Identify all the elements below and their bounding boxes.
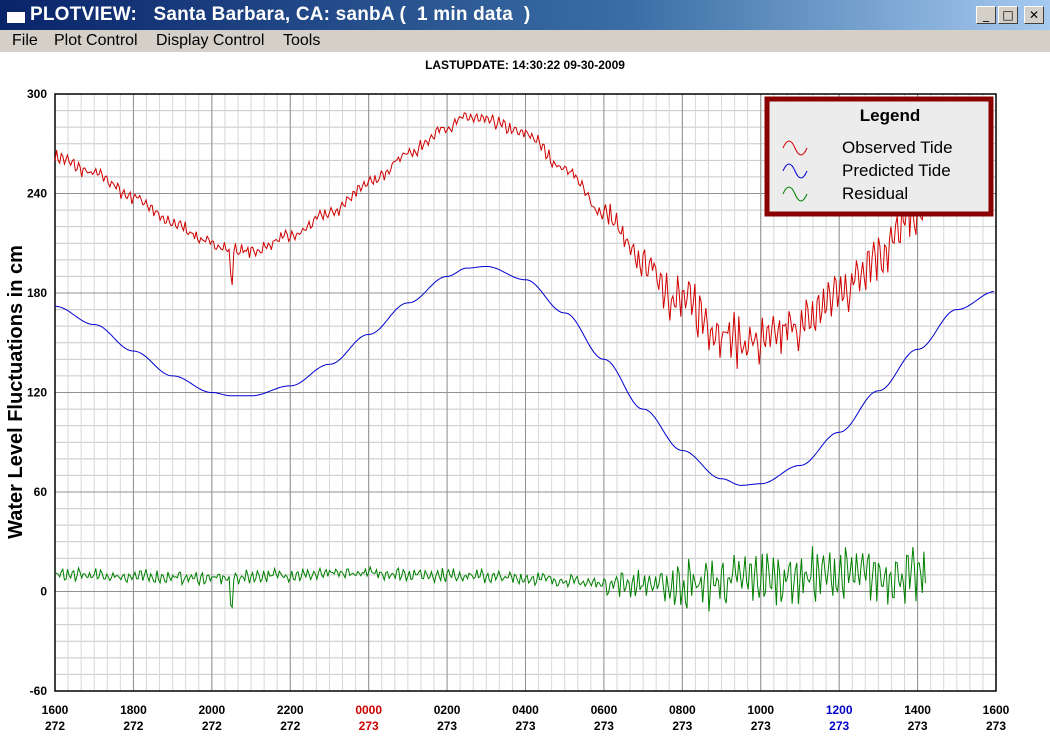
legend-entry-residual: Residual <box>842 184 908 203</box>
x-tick-day: 273 <box>672 719 692 733</box>
y-tick-label: 300 <box>27 87 47 101</box>
x-tick-day: 272 <box>45 719 65 733</box>
x-tick-day: 273 <box>908 719 928 733</box>
x-tick-time: 0000 <box>355 703 382 717</box>
plot-frame <box>54 93 997 692</box>
x-tick-time: 0200 <box>434 703 461 717</box>
last-update-label: LASTUPDATE: 14:30:22 09-30-2009 <box>425 58 625 72</box>
x-tick-time: 2000 <box>198 703 225 717</box>
x-tick-time: 1000 <box>747 703 774 717</box>
x-tick-day: 273 <box>829 719 849 733</box>
x-tick-day: 273 <box>515 719 535 733</box>
y-tick-label: -60 <box>30 684 48 698</box>
x-tick-time: 2200 <box>277 703 304 717</box>
chart-series <box>54 112 995 612</box>
x-tick-day: 272 <box>202 719 222 733</box>
x-tick-day: 272 <box>123 719 143 733</box>
legend-entry-predicted: Predicted Tide <box>842 161 951 180</box>
series-line-residual <box>54 546 926 612</box>
app-window-icon[interactable] <box>6 7 26 24</box>
y-tick-label: 180 <box>27 286 47 300</box>
legend-swatch-predicted <box>782 163 808 179</box>
menu-plot-control[interactable]: Plot Control <box>54 32 138 49</box>
window-title: PLOTVIEW: Santa Barbara, CA: sanbA ( 1 m… <box>30 4 531 25</box>
series-line-predicted-tide <box>54 266 995 486</box>
x-tick-time: 0600 <box>591 703 618 717</box>
x-axis-tick-labels: 1600 272 1800 272 2000 272 2200 272 0000 273 0200 2… <box>42 703 1010 733</box>
maximize-button[interactable]: □ <box>998 6 1018 24</box>
x-tick-time: 0400 <box>512 703 539 717</box>
legend[interactable]: Legend Observed Tide Predicted Tide Resi… <box>764 96 994 217</box>
legend-box <box>764 96 994 217</box>
legend-swatch-residual <box>782 186 808 202</box>
x-tick-time: 1800 <box>120 703 147 717</box>
legend-swatch-observed <box>782 140 808 156</box>
legend-title: Legend <box>860 106 920 125</box>
close-button[interactable]: ✕ <box>1024 6 1044 24</box>
x-tick-time: 0800 <box>669 703 696 717</box>
tide-chart: LASTUPDATE: 14:30:22 09-30-2009 -60 0 60 12… <box>5 58 1010 733</box>
menu-bar: File Plot Control Display Control Tools <box>0 30 1050 52</box>
menu-tools[interactable]: Tools <box>283 32 321 49</box>
y-axis-label: Water Level Fluctuations in cm <box>5 245 27 539</box>
x-tick-day: 273 <box>986 719 1006 733</box>
y-tick-label: 120 <box>27 386 47 400</box>
x-tick-day: 273 <box>359 719 379 733</box>
minimize-button[interactable]: _ <box>976 6 996 24</box>
menu-file[interactable]: File <box>12 32 38 49</box>
x-tick-time: 1200 <box>826 703 853 717</box>
x-tick-day: 273 <box>437 719 457 733</box>
y-tick-label: 0 <box>40 585 47 599</box>
series-line-observed-tide <box>54 112 926 369</box>
plot-area: LASTUPDATE: 14:30:22 09-30-2009 -60 0 60 12… <box>0 52 1050 737</box>
x-tick-time: 1600 <box>42 703 69 717</box>
y-axis-tick-labels: -60 0 60 120 180 240 300 <box>27 87 47 698</box>
x-tick-day: 273 <box>594 719 614 733</box>
x-tick-time: 1400 <box>904 703 931 717</box>
menu-display-control[interactable]: Display Control <box>156 32 265 49</box>
y-tick-label: 240 <box>27 187 47 201</box>
x-tick-day: 273 <box>751 719 771 733</box>
title-bar[interactable]: PLOTVIEW: Santa Barbara, CA: sanbA ( 1 m… <box>0 0 1050 30</box>
x-tick-day: 272 <box>280 719 300 733</box>
y-tick-label: 60 <box>34 485 48 499</box>
legend-entry-observed: Observed Tide <box>842 138 953 157</box>
x-tick-time: 1600 <box>983 703 1010 717</box>
